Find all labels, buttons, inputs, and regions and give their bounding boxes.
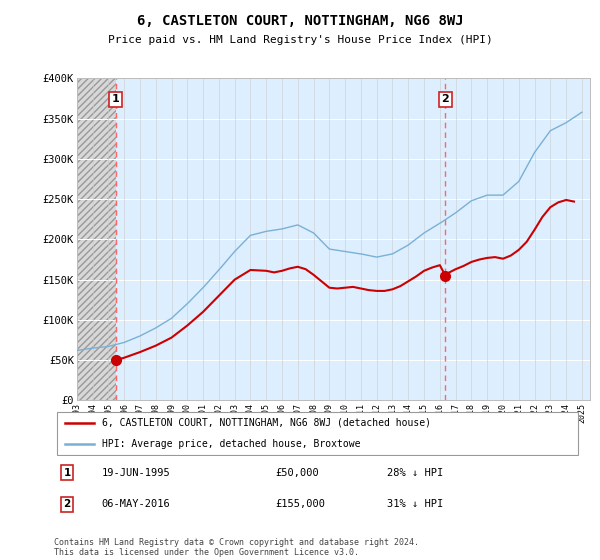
- Text: HPI: Average price, detached house, Broxtowe: HPI: Average price, detached house, Brox…: [101, 439, 360, 449]
- FancyBboxPatch shape: [56, 412, 578, 455]
- Text: Price paid vs. HM Land Registry's House Price Index (HPI): Price paid vs. HM Land Registry's House …: [107, 35, 493, 45]
- Bar: [77, 78, 116, 400]
- Text: 2: 2: [442, 94, 449, 104]
- Text: 1: 1: [112, 94, 119, 104]
- Text: 6, CASTLETON COURT, NOTTINGHAM, NG6 8WJ (detached house): 6, CASTLETON COURT, NOTTINGHAM, NG6 8WJ …: [101, 418, 431, 428]
- Text: Contains HM Land Registry data © Crown copyright and database right 2024.
This d: Contains HM Land Registry data © Crown c…: [54, 538, 419, 557]
- Text: 19-JUN-1995: 19-JUN-1995: [101, 468, 170, 478]
- Text: 6, CASTLETON COURT, NOTTINGHAM, NG6 8WJ: 6, CASTLETON COURT, NOTTINGHAM, NG6 8WJ: [137, 14, 463, 28]
- Text: 31% ↓ HPI: 31% ↓ HPI: [386, 500, 443, 510]
- Text: 28% ↓ HPI: 28% ↓ HPI: [386, 468, 443, 478]
- Text: 1: 1: [64, 468, 71, 478]
- Text: £50,000: £50,000: [276, 468, 320, 478]
- Text: £155,000: £155,000: [276, 500, 326, 510]
- Text: 2: 2: [64, 500, 71, 510]
- Text: 06-MAY-2016: 06-MAY-2016: [101, 500, 170, 510]
